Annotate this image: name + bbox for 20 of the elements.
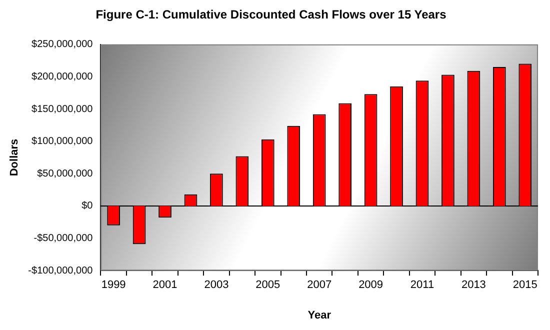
x-tick-label: 2007: [307, 279, 332, 292]
y-tick-label: $200,000,000: [32, 71, 94, 82]
chart-title: Figure C-1: Cumulative Discounted Cash Flows over 15 Years: [96, 8, 447, 22]
x-tick-label: 2005: [256, 279, 280, 292]
y-tick-label: $250,000,000: [32, 39, 94, 50]
x-axis-title: Year: [308, 309, 332, 322]
x-tick-label: 2015: [512, 279, 538, 292]
x-tick-label: 2003: [204, 279, 229, 292]
x-tick-label: 2001: [152, 279, 178, 292]
y-tick-label: -$50,000,000: [34, 233, 94, 244]
y-tick-label: -$100,000,000: [28, 265, 94, 276]
y-tick-label: $150,000,000: [32, 104, 94, 115]
x-tick-label: 2011: [410, 279, 434, 292]
y-tick-label: $100,000,000: [32, 136, 94, 148]
x-tick-label: 2009: [358, 279, 384, 292]
x-tick-label: 1999: [101, 279, 126, 292]
y-tick-label: $0: [82, 200, 94, 212]
y-axis-title: Dollars: [8, 138, 21, 176]
x-tick-label: 2013: [461, 279, 486, 292]
y-tick-label: $50,000,000: [37, 168, 94, 180]
